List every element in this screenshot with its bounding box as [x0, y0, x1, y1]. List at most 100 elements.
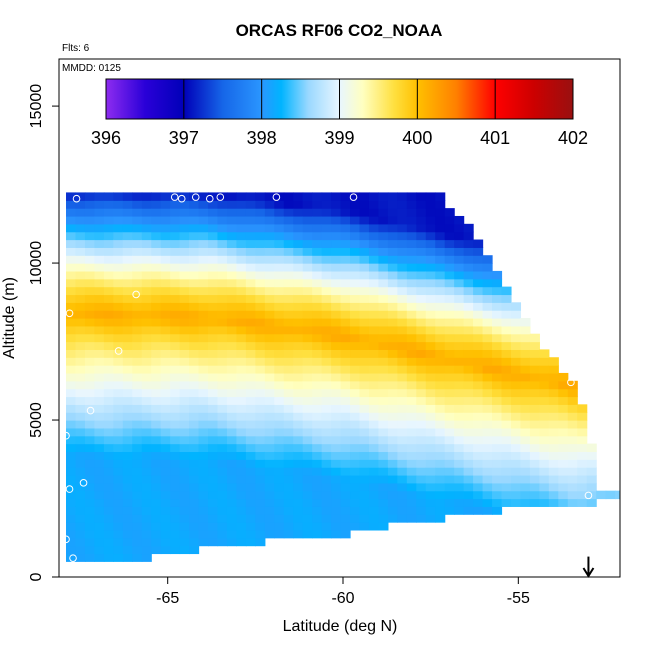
heatmap-cell	[312, 404, 323, 413]
heatmap-cell	[198, 467, 209, 476]
heatmap-cell	[217, 404, 228, 413]
heatmap-cell	[75, 208, 86, 217]
heatmap-cell	[482, 459, 493, 468]
heatmap-cell	[558, 482, 569, 492]
heatmap-cell	[75, 270, 86, 280]
heatmap-cell	[397, 404, 408, 413]
heatmap-cell	[132, 365, 143, 374]
heatmap-cell	[245, 396, 256, 405]
heatmap-cell	[170, 490, 181, 500]
heatmap-cell	[510, 443, 522, 453]
heatmap-cell	[226, 357, 238, 366]
heatmap-cell	[189, 294, 200, 303]
heatmap-cell	[113, 380, 124, 390]
heatmap-cell	[189, 420, 200, 429]
heatmap-cell	[198, 412, 209, 421]
heatmap-cell	[226, 380, 238, 390]
heatmap-cell	[179, 372, 190, 382]
heatmap-cell	[179, 545, 190, 555]
heatmap-cell	[482, 255, 493, 264]
heatmap-cell	[482, 482, 493, 492]
heatmap-cell	[245, 412, 256, 421]
heatmap-cell	[312, 443, 323, 453]
heatmap-cell	[122, 231, 133, 241]
heatmap-cell	[444, 380, 455, 390]
heatmap-cell	[416, 412, 427, 421]
heatmap-cell	[198, 529, 209, 539]
heatmap-cell	[226, 263, 238, 272]
heatmap-cell	[274, 365, 285, 374]
heatmap-cell	[217, 514, 228, 523]
heatmap-cell	[103, 247, 114, 256]
heatmap-cell	[510, 349, 522, 358]
heatmap-cell	[189, 263, 200, 272]
heatmap-cell	[255, 325, 266, 335]
heatmap-cell	[75, 372, 86, 382]
heatmap-cell	[255, 506, 266, 515]
heatmap-cell	[378, 208, 389, 217]
heatmap-cell	[151, 231, 162, 241]
heatmap-cell	[331, 349, 342, 358]
heatmap-cell	[350, 522, 361, 531]
heatmap-cell	[359, 380, 370, 390]
heatmap-cell	[397, 412, 408, 421]
heatmap-cell	[473, 310, 484, 319]
heatmap-cell	[378, 200, 389, 209]
heatmap-cell	[397, 302, 408, 311]
heatmap-cell	[113, 333, 124, 343]
heatmap-cell	[283, 215, 294, 225]
heatmap-cell	[492, 420, 503, 429]
heatmap-cell	[510, 459, 522, 468]
heatmap-cell	[160, 435, 171, 445]
heatmap-cell	[84, 192, 96, 201]
heatmap-cell	[66, 404, 77, 413]
heatmap-cell	[312, 372, 323, 382]
heatmap-cell	[274, 427, 285, 437]
heatmap-cell	[350, 514, 361, 523]
heatmap-cell	[368, 435, 380, 445]
heatmap-cell	[245, 231, 256, 241]
heatmap-cell	[397, 192, 408, 201]
heatmap-cell	[217, 208, 228, 217]
heatmap-cell	[103, 498, 114, 507]
heatmap-cell	[179, 467, 190, 476]
heatmap-cell	[84, 341, 96, 350]
heatmap-cell	[397, 278, 408, 288]
heatmap-cell	[340, 200, 351, 209]
heatmap-cell	[473, 482, 484, 492]
heatmap-cell	[274, 482, 285, 492]
heatmap-cell	[160, 278, 171, 288]
heatmap-cell	[368, 482, 380, 492]
heatmap-cell	[501, 365, 512, 374]
heatmap-cell	[312, 333, 323, 343]
heatmap-cell	[141, 270, 152, 280]
heatmap-cell	[359, 192, 370, 201]
heatmap-cell	[454, 247, 465, 256]
heatmap-cell	[236, 396, 247, 405]
heatmap-cell	[321, 498, 332, 507]
heatmap-cell	[454, 278, 465, 288]
heatmap-cell	[558, 380, 569, 390]
heatmap-cell	[312, 498, 323, 507]
heatmap-cell	[103, 529, 114, 539]
heatmap-cell	[492, 341, 503, 350]
heatmap-cell	[217, 223, 228, 233]
heatmap-cell	[368, 263, 380, 272]
heatmap-cell	[473, 474, 484, 484]
heatmap-cell	[208, 522, 219, 531]
heatmap-cell	[103, 200, 114, 209]
heatmap-cell	[368, 404, 380, 413]
heatmap-cell	[122, 255, 133, 264]
heatmap-cell	[539, 467, 550, 476]
heatmap-cell	[435, 278, 446, 288]
heatmap-cell	[368, 396, 380, 405]
heatmap-cell	[160, 498, 171, 507]
heatmap-cell	[397, 372, 408, 382]
heatmap-cell	[208, 380, 219, 390]
heatmap-cell	[245, 208, 256, 217]
heatmap-cell	[236, 412, 247, 421]
heatmap-cell	[245, 372, 256, 382]
heatmap-cell	[264, 427, 275, 437]
heatmap-cell	[255, 247, 266, 256]
heatmap-cell	[435, 192, 446, 201]
